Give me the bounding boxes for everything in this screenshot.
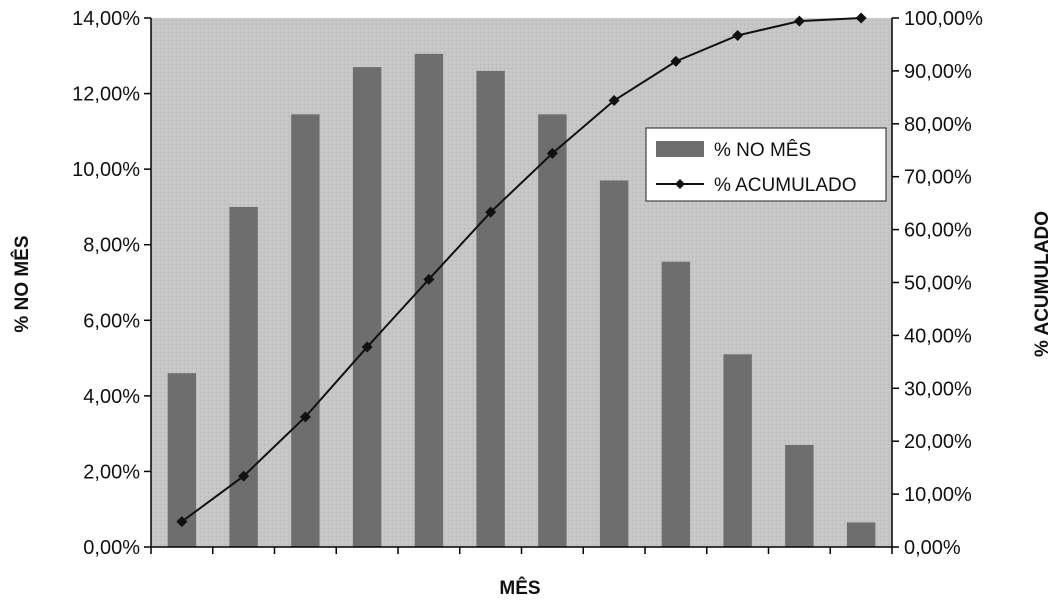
y2-tick-label: 0,00%: [904, 537, 961, 559]
line-marker: [238, 470, 250, 482]
y-tick-label: 2,00%: [83, 461, 140, 483]
bar: [846, 522, 876, 547]
cumulative-line: [181, 17, 862, 523]
line-marker: [546, 147, 558, 159]
y-tick-label: 10,00%: [72, 159, 140, 181]
x-axis-title: MÊS: [499, 577, 540, 599]
line-marker: [299, 411, 311, 423]
bar: [414, 53, 444, 548]
axes: 0,00% 2,00% 4,00% 6,00% 8,00% 10,00% 12,00% 14,…: [72, 8, 983, 559]
line-marker: [855, 12, 867, 24]
line-marker: [423, 273, 435, 285]
y-tick-label: 8,00%: [83, 235, 140, 257]
bar: [476, 70, 505, 548]
legend-bar-swatch: [656, 141, 704, 157]
legend-box: [645, 127, 887, 202]
bar: [538, 114, 567, 547]
line-marker: [793, 15, 805, 27]
bar: [723, 354, 752, 547]
bar: [785, 444, 814, 547]
line-marker: [732, 29, 744, 41]
line-marker: [670, 55, 682, 67]
line-marker: [608, 95, 620, 107]
y2-tick-label: 10,00%: [904, 484, 972, 506]
line-marker: [485, 206, 497, 218]
y-tick-label: 14,00%: [72, 8, 140, 30]
y2-tick-label: 70,00%: [904, 167, 972, 189]
bar: [352, 67, 382, 547]
y2-tick-label: 50,00%: [904, 273, 972, 295]
y-axis-title: % NO MÊS: [11, 235, 33, 332]
y2-tick-label: 100,00%: [904, 8, 983, 30]
y-tick-label: 4,00%: [83, 386, 140, 408]
y-tick-label: 12,00%: [72, 84, 140, 106]
y2-axis-title: % ACUMULADO: [1032, 211, 1051, 357]
y2-tick-label: 20,00%: [904, 431, 972, 453]
line-marker: [361, 341, 373, 353]
bar-series: [167, 53, 876, 548]
bar: [599, 180, 629, 547]
y2-tick-label: 30,00%: [904, 378, 972, 400]
plot-area: [151, 18, 892, 547]
bar: [229, 206, 258, 547]
y2-tick-label: 80,00%: [904, 114, 972, 136]
bar: [661, 261, 691, 547]
y2-tick-label: 60,00%: [904, 220, 972, 242]
y2-tick-label: 90,00%: [904, 61, 972, 83]
bar: [291, 114, 320, 547]
legend-label: % NO MÊS: [714, 139, 811, 161]
line-series: [176, 12, 867, 528]
y2-tick-label: 40,00%: [904, 325, 972, 347]
line-marker: [176, 516, 188, 528]
y-tick-label: 6,00%: [83, 310, 140, 332]
legend-marker: [675, 179, 685, 189]
legend-label: % ACUMULADO: [714, 175, 857, 196]
legend: % NO MÊS % ACUMULADO: [645, 127, 887, 202]
y-tick-label: 0,00%: [83, 537, 140, 559]
